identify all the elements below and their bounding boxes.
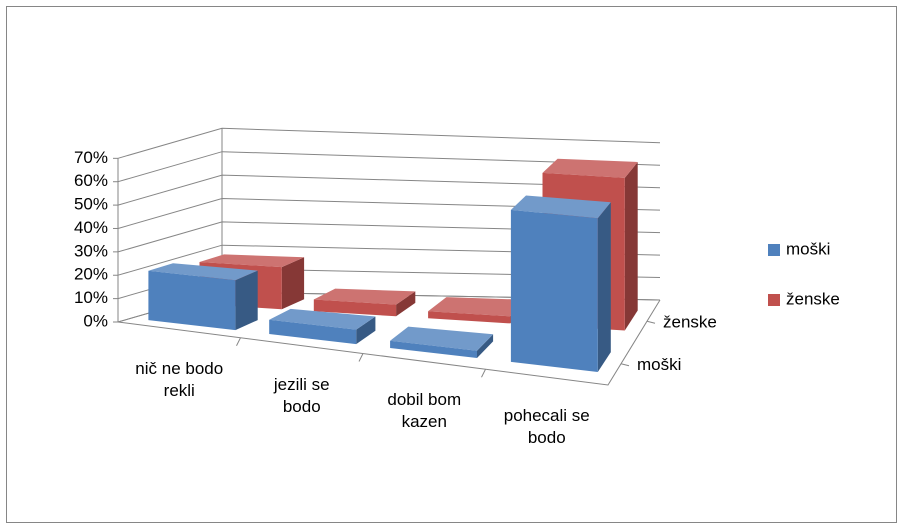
y-tick-label: 30%	[74, 241, 108, 260]
bar-front	[510, 209, 598, 372]
y-tick-label: 50%	[74, 195, 108, 214]
bar-front	[390, 340, 477, 358]
bar-front	[269, 319, 357, 345]
x-tick-label: nič ne bodo rekli	[135, 358, 224, 400]
legend-swatch	[768, 294, 780, 306]
bar-top	[313, 288, 416, 305]
bar	[148, 263, 258, 331]
bar-top	[542, 158, 638, 178]
y-tick-label: 0%	[83, 311, 108, 330]
z-tick-label: moški	[637, 355, 681, 374]
y-tick-label: 20%	[74, 265, 108, 284]
y-tick-label: 10%	[74, 288, 108, 307]
bar-side	[281, 257, 305, 310]
bar-front	[428, 311, 511, 324]
bar-side	[477, 334, 494, 358]
bar-top	[269, 308, 376, 330]
grid-line	[117, 127, 661, 159]
bar-side	[624, 162, 638, 331]
bar-top	[510, 195, 611, 219]
grid-line	[117, 151, 661, 183]
bar-side	[235, 270, 258, 331]
x-tick-label: dobil bom kazen	[387, 390, 462, 432]
bar	[269, 308, 376, 345]
bar-side	[597, 202, 611, 372]
bar	[390, 326, 494, 358]
bar-top	[390, 326, 494, 351]
bar-top	[148, 263, 258, 281]
z-tick	[620, 363, 630, 367]
grid-line	[117, 174, 661, 206]
legend-label: ženske	[786, 289, 840, 308]
x-tick-label: pohecali se bodo	[503, 406, 590, 448]
bar-top	[428, 297, 527, 317]
grid-line	[117, 197, 661, 229]
legend-label: moški	[786, 239, 830, 258]
bar	[510, 195, 611, 372]
bar-side	[356, 316, 376, 345]
chart-border	[6, 6, 897, 523]
y-tick-label: 40%	[74, 218, 108, 237]
z-tick	[646, 320, 656, 324]
x-tick	[358, 353, 364, 362]
bar-top	[199, 254, 305, 268]
z-tick-label: ženske	[663, 313, 717, 332]
bar	[313, 288, 416, 317]
x-tick	[481, 369, 486, 378]
y-tick-label: 60%	[74, 171, 108, 190]
x-tick	[236, 337, 241, 346]
x-tick-label: jezili se bodo	[273, 374, 330, 416]
bar-front	[313, 299, 397, 317]
floor-edge	[117, 299, 661, 386]
bar-side	[396, 291, 416, 317]
legend-swatch	[768, 244, 780, 256]
y-tick-label: 70%	[74, 148, 108, 167]
bar-front	[148, 270, 236, 331]
